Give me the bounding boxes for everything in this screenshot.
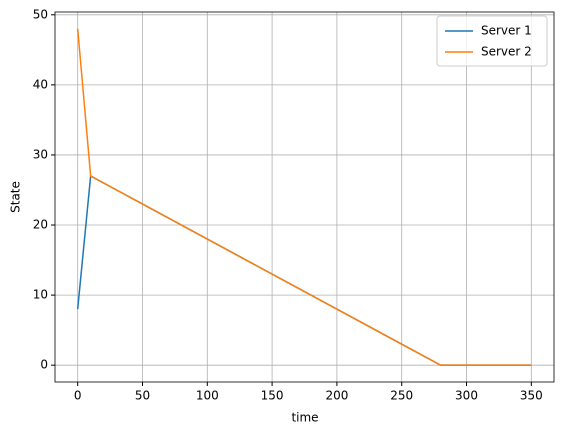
x-tick-label: 100	[196, 389, 219, 403]
x-tick-label: 200	[325, 389, 348, 403]
legend-label: Server 2	[481, 45, 532, 59]
x-tick-label: 50	[135, 389, 150, 403]
x-tick-label: 300	[455, 389, 478, 403]
x-tick-label: 0	[74, 389, 82, 403]
y-tick-label: 30	[33, 147, 48, 161]
legend-box	[436, 15, 548, 67]
y-tick-label: 0	[40, 358, 48, 372]
x-tick-label: 250	[390, 389, 413, 403]
y-tick-label: 50	[33, 7, 48, 21]
y-tick-label: 40	[33, 77, 48, 91]
plot-frame	[54, 11, 555, 383]
legend-label: Server 1	[481, 24, 532, 38]
y-tick-label: 20	[33, 218, 48, 232]
y-tick-label: 10	[33, 288, 48, 302]
x-tick-label: 350	[520, 389, 543, 403]
x-axis-label: time	[291, 411, 318, 425]
series-line	[76, 174, 532, 366]
x-tick-label: 150	[261, 389, 284, 403]
series-line	[76, 28, 532, 366]
y-axis-label: State	[9, 181, 23, 213]
